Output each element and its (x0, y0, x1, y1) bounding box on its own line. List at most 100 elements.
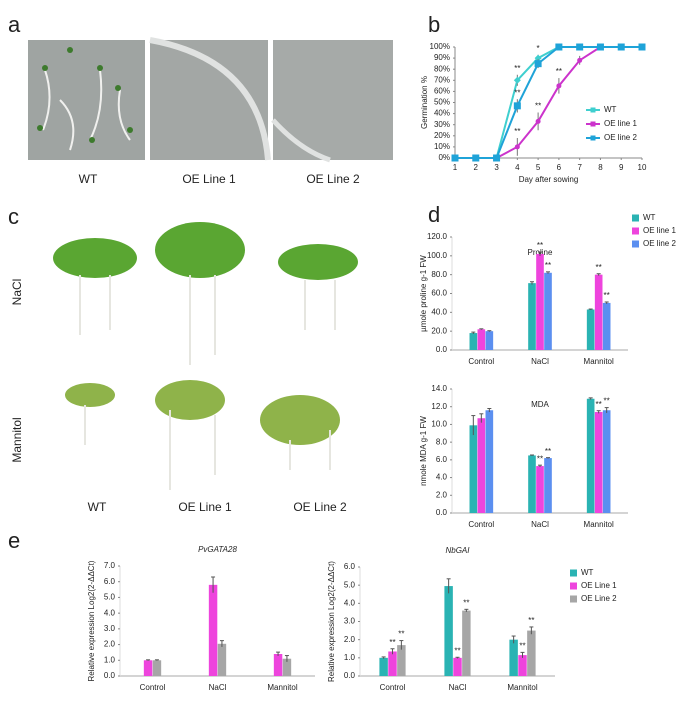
bar (528, 455, 536, 513)
y-tick-label: 20% (434, 131, 450, 140)
marker (577, 57, 583, 63)
significance: ** (463, 598, 469, 607)
bar (462, 610, 471, 676)
marker (617, 43, 625, 51)
y-tick-label: 1.0 (104, 655, 116, 664)
legend-label: WT (604, 105, 617, 114)
y-tick-label: 60% (434, 87, 450, 96)
y-tick-label: 5.0 (344, 580, 356, 589)
significance: ** (596, 400, 602, 409)
significance: ** (537, 454, 543, 463)
photo-c (53, 222, 358, 490)
x-tick-label: Control (140, 683, 166, 692)
bar (536, 253, 544, 350)
marker (556, 83, 562, 89)
significance: ** (604, 291, 610, 300)
bar (217, 643, 227, 676)
legend-label: OE Line 2 (581, 594, 617, 603)
y-tick-label: 70% (434, 75, 450, 84)
y-tick-label: 10% (434, 142, 450, 151)
marker (534, 60, 542, 68)
significance: ** (398, 630, 404, 639)
y-tick-label: 12.0 (431, 402, 447, 411)
x-tick-label: NaCl (531, 520, 549, 529)
bar (485, 331, 494, 350)
y-tick-label: 4.0 (436, 473, 448, 482)
y-tick-label: 2.0 (436, 490, 448, 499)
legend-swatch (632, 240, 639, 248)
bar (594, 274, 603, 350)
x-tick-label: Control (468, 357, 494, 366)
chart-title: PvGATA28 (198, 545, 237, 554)
bar (469, 425, 478, 513)
bar (586, 309, 595, 350)
y-tick-label: 6.0 (344, 562, 356, 571)
marker (513, 102, 521, 110)
bar (208, 584, 218, 676)
significance: ** (519, 641, 525, 650)
panel-label: e (8, 528, 20, 553)
significance: ** (514, 127, 520, 136)
row-label: NaCl (10, 279, 24, 306)
legend-label: OE line 2 (643, 239, 676, 248)
y-tick-label: 1.0 (344, 653, 356, 662)
x-tick-label: 4 (515, 163, 520, 172)
marker (513, 76, 521, 84)
y-tick-label: 6.0 (436, 455, 448, 464)
bar (544, 458, 552, 513)
significance: ** (545, 261, 551, 270)
marker (638, 43, 646, 51)
y-axis-label: Relative expression Log2(2-ΔΔCt) (327, 561, 336, 682)
marker (451, 154, 459, 162)
marker (555, 43, 563, 51)
photo-label: OE Line 2 (306, 172, 360, 186)
bar (536, 466, 544, 513)
legend-label: WT (643, 213, 656, 222)
y-tick-label: 14.0 (431, 384, 447, 393)
marker (493, 154, 501, 162)
significance: ** (535, 102, 541, 111)
photo-label: OE Line 2 (293, 500, 347, 514)
panel-label: a (8, 12, 21, 37)
y-tick-label: 80% (434, 64, 450, 73)
bar (586, 398, 595, 513)
y-tick-label: 2.0 (104, 640, 116, 649)
bar (477, 418, 486, 513)
bar (485, 410, 494, 513)
y-axis-label: µmole proline g-1 FW (419, 255, 428, 332)
y-axis-label: Relative expression Log2(2-ΔΔCt) (87, 560, 96, 681)
y-tick-label: 120.0 (427, 232, 448, 241)
significance: * (537, 44, 540, 53)
x-tick-label: 6 (557, 163, 562, 172)
marker (535, 118, 541, 124)
y-tick-label: 0.0 (104, 671, 116, 680)
y-tick-label: 10.0 (431, 420, 447, 429)
bar (602, 410, 611, 513)
y-tick-label: 40.0 (431, 307, 447, 316)
bar (152, 660, 162, 676)
panel-label: d (428, 202, 440, 227)
bar (282, 658, 292, 676)
x-tick-label: NaCl (449, 683, 467, 692)
bar (444, 586, 453, 676)
legend-label: OE line 1 (643, 226, 676, 235)
y-tick-label: 40% (434, 109, 450, 118)
legend-marker (590, 121, 596, 127)
marker (576, 43, 584, 51)
bar (594, 412, 603, 513)
x-tick-label: 5 (536, 163, 541, 172)
bar (388, 651, 397, 676)
significance: ** (389, 638, 395, 647)
legend-swatch (632, 227, 639, 235)
legend-swatch (570, 595, 577, 603)
y-tick-label: 50% (434, 98, 450, 107)
marker (596, 43, 604, 51)
y-tick-label: 3.0 (104, 624, 116, 633)
x-tick-label: 3 (494, 163, 499, 172)
series-line (455, 46, 642, 159)
legend-swatch (632, 214, 639, 222)
significance: ** (556, 67, 562, 76)
x-tick-label: NaCl (531, 357, 549, 366)
bar (143, 660, 153, 676)
legend-label: WT (581, 568, 594, 577)
